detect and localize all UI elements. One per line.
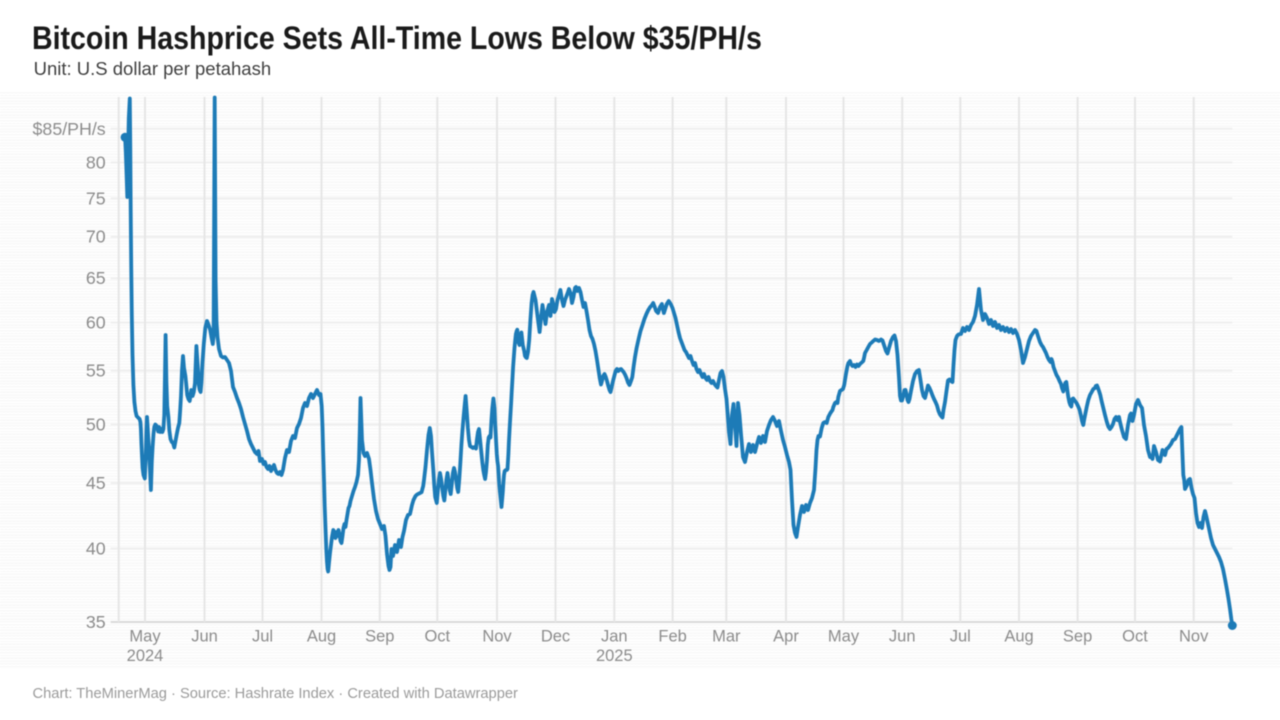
svg-text:Jun: Jun: [889, 628, 916, 646]
svg-text:Jul: Jul: [950, 628, 971, 646]
svg-text:45: 45: [86, 473, 106, 493]
svg-text:Apr: Apr: [773, 628, 799, 646]
svg-text:Sep: Sep: [365, 628, 394, 646]
svg-text:65: 65: [86, 268, 106, 288]
svg-text:40: 40: [86, 539, 106, 559]
svg-text:Aug: Aug: [307, 628, 336, 646]
svg-text:Dec: Dec: [541, 628, 570, 646]
svg-text:Aug: Aug: [1004, 628, 1033, 646]
svg-text:Mar: Mar: [712, 628, 741, 646]
svg-text:Sep: Sep: [1063, 628, 1092, 646]
svg-text:Oct: Oct: [1122, 628, 1148, 646]
svg-text:2024: 2024: [127, 647, 164, 665]
svg-text:75: 75: [86, 188, 106, 208]
svg-text:50: 50: [86, 415, 106, 435]
svg-text:Jul: Jul: [252, 628, 273, 646]
svg-text:Nov: Nov: [482, 628, 512, 646]
svg-text:Oct: Oct: [424, 628, 450, 646]
svg-text:$85/PH/s: $85/PH/s: [33, 119, 106, 139]
svg-text:May: May: [828, 628, 860, 646]
svg-text:Jun: Jun: [191, 628, 218, 646]
svg-text:70: 70: [86, 227, 106, 247]
svg-text:Feb: Feb: [658, 628, 686, 646]
svg-text:Nov: Nov: [1179, 628, 1209, 646]
svg-text:35: 35: [86, 612, 106, 632]
svg-text:2025: 2025: [596, 647, 633, 665]
svg-text:May: May: [129, 628, 161, 646]
svg-text:55: 55: [86, 361, 106, 381]
svg-text:80: 80: [86, 153, 106, 173]
svg-text:60: 60: [86, 313, 106, 333]
svg-text:Jan: Jan: [601, 628, 628, 646]
